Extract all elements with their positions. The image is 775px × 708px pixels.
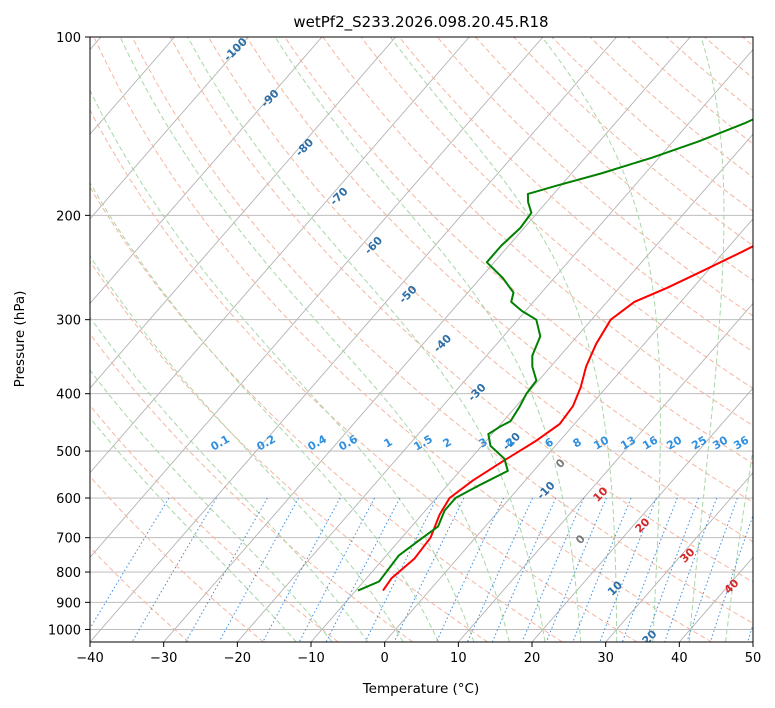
dewpoint-line: [357, 118, 753, 592]
moist-adiabat-lines: [90, 37, 753, 642]
isotherm-line: [90, 37, 396, 389]
moist-adiabat-line: [90, 181, 439, 642]
moist-adiabat-line: [187, 37, 546, 642]
y-tick-label: 300: [56, 314, 81, 329]
x-tick-label: 50: [745, 651, 762, 666]
isotherm-line: [531, 387, 753, 642]
mixing-ratio-line: [521, 497, 585, 642]
y-tick-label: 900: [56, 596, 81, 611]
moist-adiabat-line: [90, 316, 369, 642]
x-tick-label: −30: [150, 651, 177, 666]
x-axis: −40 −30 −20 −10 0 10 20 30 40 50: [76, 642, 761, 666]
moist-adiabat-line: [390, 37, 618, 642]
y-tick-label: 800: [56, 566, 81, 581]
isotherm-line: [384, 218, 753, 642]
x-tick-label: −20: [224, 651, 251, 666]
dry-adiabat-line: [90, 260, 488, 642]
mixing-ratio-line: [262, 497, 341, 642]
dry-adiabat-line: [436, 37, 753, 317]
x-tick-label: −40: [76, 651, 103, 666]
x-tick-label: −10: [297, 651, 324, 666]
dry-adiabat-line: [360, 37, 753, 390]
plot-frame: [89, 36, 754, 643]
dry-adiabat-line: [246, 37, 753, 503]
isotherm-line: [90, 37, 544, 559]
moist-adiabat-line: [688, 37, 725, 642]
profile-series: [357, 118, 753, 592]
x-tick-label: 20: [524, 651, 541, 666]
y-axis: 100 200 300 400 500 600 700 800 900 1000: [48, 31, 90, 638]
chart-title: wetPf2_S233.2026.098.20.45.R18: [293, 13, 548, 32]
moist-adiabat-line: [90, 89, 475, 642]
x-tick-label: 30: [597, 651, 614, 666]
y-tick-label: 200: [56, 209, 81, 224]
mixing-ratio-line: [572, 497, 632, 642]
isotherm-line: [163, 37, 691, 642]
dry-adiabat-line: [90, 404, 339, 642]
isotherm-line: [605, 472, 753, 642]
mixing-ratio-line: [621, 497, 678, 642]
dry-adiabat-line: [90, 475, 264, 642]
x-tick-label: 0: [381, 651, 389, 666]
isotherm-line: [90, 37, 249, 220]
x-tick-label: 40: [671, 651, 688, 666]
dry-adiabat-line: [90, 333, 414, 642]
y-axis-label: Pressure (hPa): [12, 291, 28, 388]
mixing-ratio-lines: [90, 497, 753, 642]
mixing-ratio-line: [298, 497, 375, 642]
moist-adiabat-line: [90, 417, 297, 642]
mixing-ratio-line: [491, 497, 557, 642]
mixing-ratio-line: [599, 497, 657, 642]
temperature-line: [382, 245, 753, 592]
isotherm-line: [457, 302, 753, 642]
mixing-ratio-line: [664, 497, 718, 642]
dry-adiabat-line: [90, 186, 563, 642]
x-tick-label: 10: [450, 651, 467, 666]
mixing-ratio-line: [131, 497, 217, 642]
mixing-ratio-line: [545, 497, 607, 642]
moist-adiabat-line: [541, 37, 661, 642]
y-tick-label: 700: [56, 532, 81, 547]
isotherm-line: [236, 48, 753, 642]
y-tick-label: 400: [56, 388, 81, 403]
mixing-ratio-line: [644, 497, 700, 642]
y-tick-label: 600: [56, 492, 81, 507]
isotherm-line: [90, 37, 470, 474]
moist-adiabat-line: [119, 37, 510, 642]
mixing-ratio-line: [709, 514, 753, 642]
y-tick-label: 1000: [48, 623, 81, 638]
dry-adiabat-line: [322, 37, 753, 427]
mixing-ratio-line: [686, 497, 738, 642]
isotherm-line: [90, 37, 323, 305]
moist-adiabat-line: [725, 447, 753, 642]
y-tick-label: 500: [56, 445, 81, 460]
isotherm-line: [90, 37, 617, 642]
x-axis-label: Temperature (°C): [362, 681, 480, 697]
dry-adiabat-line: [169, 37, 753, 583]
mixing-ratio-line: [467, 497, 534, 642]
moist-adiabat-line: [274, 37, 582, 642]
dry-adiabat-line: [131, 37, 753, 624]
moist-adiabat-line: [90, 255, 404, 642]
mixing-ratio-line: [325, 497, 401, 642]
moist-adiabat-line: [90, 369, 333, 642]
isotherm-lines: [90, 37, 753, 642]
y-tick-label: 100: [56, 31, 81, 46]
